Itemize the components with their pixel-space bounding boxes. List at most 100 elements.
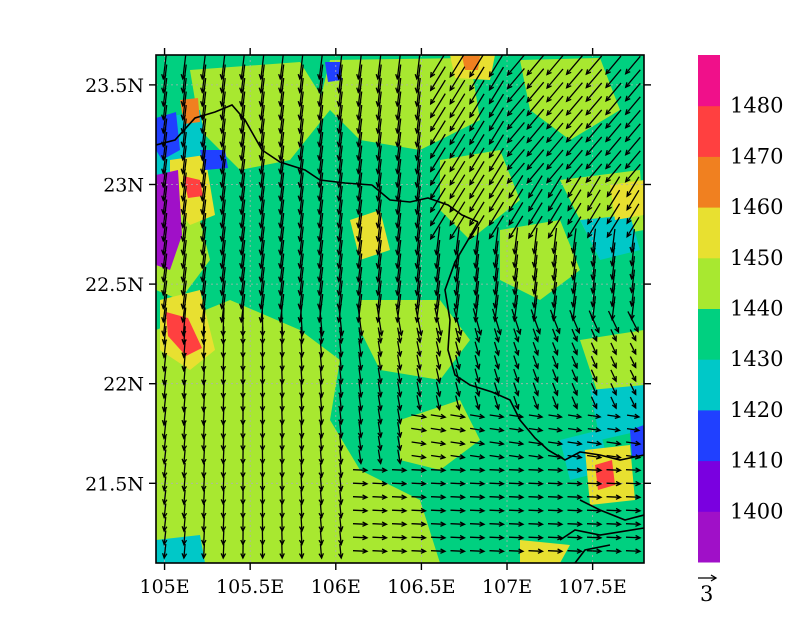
fill-red-northwest bbox=[183, 176, 203, 198]
wind-vector bbox=[298, 530, 305, 547]
wind-vector bbox=[416, 381, 422, 398]
wind-vector bbox=[605, 136, 622, 157]
wind-vector bbox=[372, 534, 389, 541]
wind-vector bbox=[338, 489, 344, 506]
wind-vector bbox=[200, 407, 207, 427]
wind-vector bbox=[181, 462, 188, 479]
wind-vector bbox=[416, 354, 422, 371]
wind-vector bbox=[201, 503, 207, 520]
wind-vector bbox=[571, 369, 578, 383]
wind-vector bbox=[391, 548, 408, 554]
wind-vector bbox=[489, 454, 505, 460]
wind-vector bbox=[547, 494, 564, 500]
wind-vector bbox=[357, 449, 364, 465]
wind-vector bbox=[181, 516, 188, 533]
wind-vector bbox=[450, 454, 466, 460]
wind-vector bbox=[181, 476, 188, 492]
wind-vector bbox=[469, 147, 485, 173]
wind-vector bbox=[449, 187, 466, 214]
wind-vector bbox=[469, 521, 486, 527]
wind-vector bbox=[377, 340, 383, 358]
wind-vector bbox=[396, 421, 403, 439]
wind-vector bbox=[240, 543, 246, 560]
wind-vector bbox=[606, 521, 623, 527]
lat-tick-label: 23.5N bbox=[85, 75, 144, 97]
wind-vector bbox=[161, 543, 168, 560]
wind-vector bbox=[338, 408, 344, 426]
wind-vector bbox=[629, 369, 637, 383]
wind-vector bbox=[549, 309, 561, 335]
wind-vector bbox=[528, 427, 544, 433]
wind-vector bbox=[626, 413, 641, 420]
wind-vector bbox=[298, 462, 305, 479]
wind-vector bbox=[181, 489, 188, 506]
wind-vector bbox=[508, 480, 525, 487]
wind-vector bbox=[586, 534, 603, 541]
wind-vector bbox=[450, 413, 467, 420]
wind-vector bbox=[450, 467, 467, 473]
wind-vector bbox=[352, 521, 369, 527]
wind-vector bbox=[411, 534, 428, 541]
wind-vector bbox=[526, 55, 545, 76]
wind-vector bbox=[567, 202, 582, 226]
wind-vector bbox=[488, 120, 505, 146]
wind-vector bbox=[491, 308, 502, 336]
wind-vector bbox=[547, 216, 563, 239]
wind-vector bbox=[372, 507, 389, 514]
wind-vector bbox=[200, 339, 207, 359]
wind-vector bbox=[396, 394, 403, 412]
reference-vector-label: 3 bbox=[700, 582, 713, 606]
wind-vector bbox=[372, 548, 389, 554]
wind-vector bbox=[200, 326, 207, 346]
wind-vector bbox=[352, 548, 369, 554]
wind-vector bbox=[469, 548, 486, 554]
wind-vector bbox=[469, 120, 485, 146]
wind-vector bbox=[532, 355, 539, 370]
wind-vector bbox=[531, 295, 538, 323]
wind-vector bbox=[627, 311, 639, 333]
colorbar-label: 1410 bbox=[730, 449, 783, 473]
wind-vector bbox=[488, 107, 505, 132]
wind-vector bbox=[415, 307, 424, 337]
wind-vector bbox=[526, 95, 545, 117]
wind-vector bbox=[455, 327, 461, 344]
wind-vector bbox=[625, 534, 642, 541]
wind-vector bbox=[509, 413, 525, 420]
wind-vector bbox=[469, 80, 485, 105]
wind-vector bbox=[606, 203, 621, 225]
wind-vector bbox=[396, 435, 403, 452]
wind-vector bbox=[532, 395, 539, 411]
wind-vector bbox=[430, 413, 447, 420]
wind-vector bbox=[624, 150, 641, 170]
wind-vector bbox=[528, 188, 543, 213]
wind-vector bbox=[469, 534, 486, 541]
wind-vector bbox=[338, 516, 344, 533]
wind-vector bbox=[625, 521, 642, 527]
wind-vector bbox=[488, 215, 505, 240]
lat-tick-label: 22N bbox=[103, 374, 144, 396]
wind-vector bbox=[567, 175, 582, 199]
colorbar-segment bbox=[698, 257, 720, 309]
wind-vector bbox=[435, 381, 442, 398]
wind-vector bbox=[435, 341, 442, 358]
wind-vector bbox=[546, 163, 564, 184]
wind-vector bbox=[338, 462, 344, 479]
wind-vector bbox=[606, 494, 623, 500]
wind-vector bbox=[508, 494, 525, 500]
wind-vector bbox=[474, 341, 481, 357]
border-line bbox=[559, 527, 644, 541]
wind-vector bbox=[201, 435, 207, 452]
wind-vector bbox=[181, 530, 188, 546]
wind-vector bbox=[298, 421, 305, 440]
wind-vector bbox=[586, 507, 603, 514]
wind-vector bbox=[357, 367, 364, 385]
fill-purple-west bbox=[156, 170, 182, 270]
wind-vector bbox=[528, 467, 545, 473]
wind-vector bbox=[587, 413, 602, 420]
wind-vector bbox=[590, 355, 598, 370]
wind-vector bbox=[547, 521, 564, 527]
wind-vector bbox=[455, 354, 461, 371]
wind-vector bbox=[606, 216, 621, 239]
wind-vector bbox=[469, 201, 485, 227]
wind-vector bbox=[625, 480, 642, 487]
